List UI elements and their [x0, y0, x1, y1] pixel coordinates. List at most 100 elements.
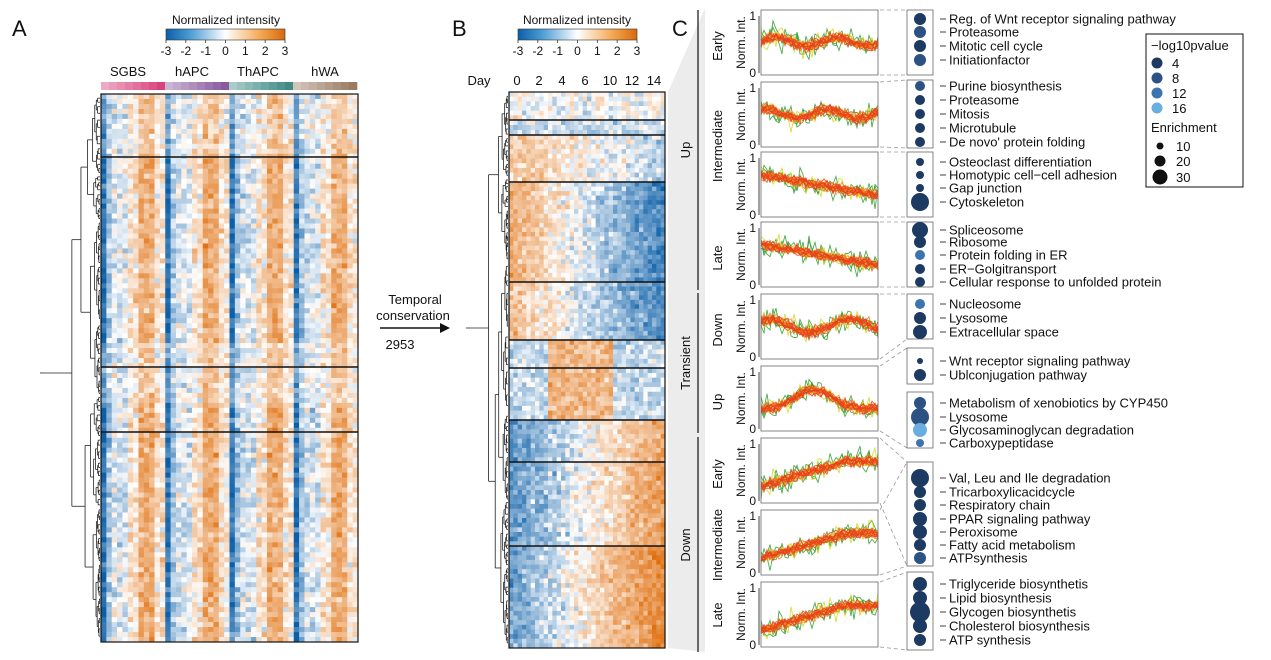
heatmap-a-cell — [218, 118, 225, 125]
heatmap-a-cell — [192, 213, 198, 219]
heatmap-a-cell — [165, 128, 171, 135]
heatmap-a-cell — [288, 333, 295, 339]
heatmap-a-cell — [170, 108, 177, 115]
heatmap-a-cell — [133, 108, 139, 115]
heatmap-a-cell — [170, 298, 177, 304]
heatmap-a-cell — [266, 368, 273, 374]
heatmap-a-cell — [181, 253, 188, 259]
heatmap-a-cell — [170, 397, 177, 404]
heatmap-a-cell — [117, 148, 123, 155]
heatmap-a-cell — [127, 308, 134, 314]
heatmap-a-cell — [229, 412, 236, 419]
heatmap-a-cell — [170, 188, 177, 195]
heatmap-a-cell — [315, 358, 321, 364]
heatmap-a-cell — [224, 368, 230, 374]
heatmap-a-cell — [111, 218, 118, 224]
heatmap-a-cell — [192, 303, 198, 309]
heatmap-a-cell — [208, 213, 214, 219]
heatmap-a-cell — [261, 557, 268, 563]
heatmap-a-cell — [197, 118, 204, 125]
heatmap-a-cell — [101, 532, 107, 538]
heatmap-a-cell — [325, 442, 332, 449]
heatmap-a-cell — [299, 108, 305, 115]
heatmap-a-cell — [283, 288, 289, 294]
heatmap-a-cell — [197, 557, 204, 563]
heatmap-a-cell — [347, 437, 354, 444]
heatmap-a-cell — [218, 437, 225, 444]
heatmap-a-cell — [341, 547, 348, 553]
heatmap-a-cell — [277, 263, 284, 269]
heatmap-a-cell — [352, 218, 359, 224]
heatmap-a-cell — [315, 293, 321, 299]
heatmap-a-cell — [138, 422, 145, 429]
heatmap-a-cell — [127, 258, 134, 264]
heatmap-a-cell — [288, 363, 295, 369]
heatmap-a-cell — [101, 472, 107, 478]
heatmap-a-cell — [320, 223, 327, 229]
heatmap-a-cell — [245, 432, 252, 439]
heatmap-a-cell — [293, 103, 300, 110]
heatmap-a-cell — [250, 492, 257, 498]
heatmap-a-cell — [117, 258, 123, 264]
heatmap-a-cell — [352, 363, 359, 369]
heatmap-a-cell — [277, 407, 284, 414]
heatmap-a-cell — [175, 268, 182, 274]
heatmap-a-cell — [352, 452, 359, 459]
heatmap-a-cell — [250, 94, 257, 100]
heatmap-a-cell — [256, 248, 263, 254]
heatmap-a-cell — [133, 238, 139, 244]
heatmap-a-cell — [224, 228, 230, 234]
heatmap-a-cell — [159, 273, 166, 279]
heatmap-a-cell — [266, 502, 273, 508]
heatmap-a-cell — [304, 348, 311, 354]
heatmap-a-cell — [341, 417, 348, 424]
heatmap-a-cell — [159, 303, 166, 309]
heatmap-a-cell — [325, 273, 332, 279]
heatmap-a-cell — [250, 353, 257, 359]
heatmap-a-cell — [175, 363, 182, 369]
heatmap-a-cell — [245, 387, 252, 394]
heatmap-a-cell — [293, 517, 300, 523]
heatmap-a-cell — [250, 547, 257, 553]
heatmap-a-cell — [341, 313, 348, 319]
heatmap-a-cell — [234, 94, 241, 100]
heatmap-a-cell — [143, 218, 150, 224]
heatmap-a-cell — [224, 402, 230, 409]
heatmap-a-cell — [208, 218, 214, 224]
heatmap-a-cell — [106, 328, 113, 334]
heatmap-a-cell — [165, 372, 171, 379]
heatmap-a-cell — [288, 422, 295, 429]
heatmap-a-cell — [325, 108, 332, 115]
heatmap-a-cell — [224, 193, 230, 200]
heatmap-a-cell — [117, 188, 123, 195]
heatmap-a-cell — [315, 542, 321, 548]
heatmap-a-cell — [159, 158, 166, 165]
heatmap-a-cell — [208, 547, 214, 553]
heatmap-a-cell — [277, 333, 284, 339]
heatmap-a-cell — [283, 333, 289, 339]
heatmap-a-cell — [309, 512, 316, 518]
heatmap-a-cell — [197, 457, 204, 464]
heatmap-a-cell — [352, 178, 359, 185]
heatmap-a-cell — [154, 487, 161, 493]
heatmap-a-cell — [256, 298, 263, 304]
heatmap-a-cell — [331, 298, 337, 304]
heatmap-a-cell — [341, 407, 348, 414]
heatmap-a-cell — [315, 368, 321, 374]
heatmap-a-cell — [293, 547, 300, 553]
heatmap-a-cell — [159, 228, 166, 234]
heatmap-a-cell — [266, 527, 273, 533]
heatmap-a-cell — [261, 358, 268, 364]
heatmap-a-cell — [277, 213, 284, 219]
heatmap-a-cell — [299, 103, 305, 110]
heatmap-a-cell — [336, 397, 343, 404]
heatmap-a-cell — [234, 512, 241, 518]
heatmap-a-cell — [111, 203, 118, 209]
heatmap-a-cell — [315, 98, 321, 105]
heatmap-a-cell — [315, 427, 321, 434]
heatmap-a-cell — [208, 128, 214, 135]
heatmap-a-cell — [352, 348, 359, 354]
heatmap-a-cell — [240, 213, 246, 219]
heatmap-a-cell — [293, 308, 300, 314]
heatmap-a-cell — [192, 487, 198, 493]
